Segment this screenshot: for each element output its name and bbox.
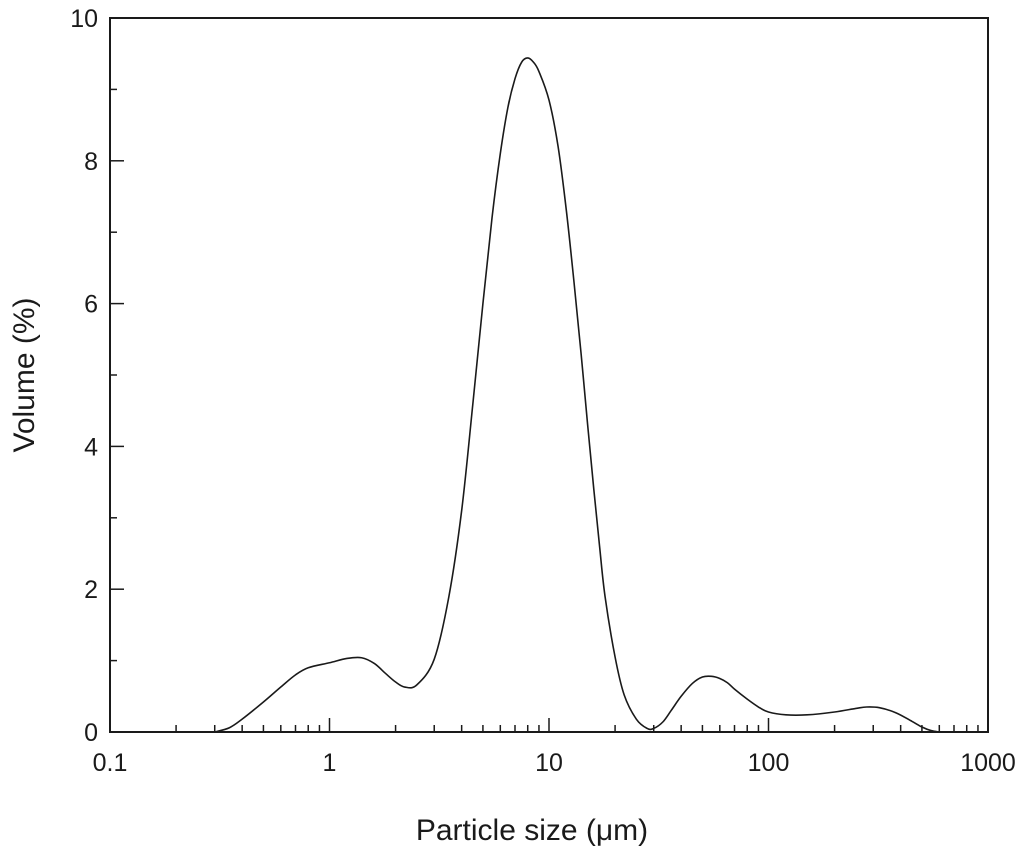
x-axis-tick-labels: 0.1 1 10 100 1000 [93, 749, 1016, 777]
x-axis-ticks [109, 718, 989, 732]
y-axis-ticks [110, 17, 124, 733]
y-axis-label: Volume (%) [8, 297, 41, 452]
series-group [214, 57, 940, 733]
plot-frame [109, 17, 989, 733]
y-tick-label: 0 [84, 719, 98, 747]
y-tick-label: 10 [70, 5, 98, 33]
x-tick-label: 1000 [960, 749, 1016, 777]
series-line-0 [214, 57, 940, 733]
y-tick-label: 8 [84, 148, 98, 176]
y-tick-label: 6 [84, 291, 98, 319]
x-tick-label: 0.1 [93, 749, 128, 777]
x-axis-label: Particle size (μm) [416, 814, 648, 847]
y-axis-tick-labels: 0 2 4 6 8 10 [70, 5, 98, 747]
y-tick-label: 2 [84, 576, 98, 604]
y-tick-label: 4 [84, 433, 98, 461]
x-tick-label: 10 [535, 749, 563, 777]
x-tick-label: 100 [748, 749, 790, 777]
x-tick-label: 1 [323, 749, 337, 777]
